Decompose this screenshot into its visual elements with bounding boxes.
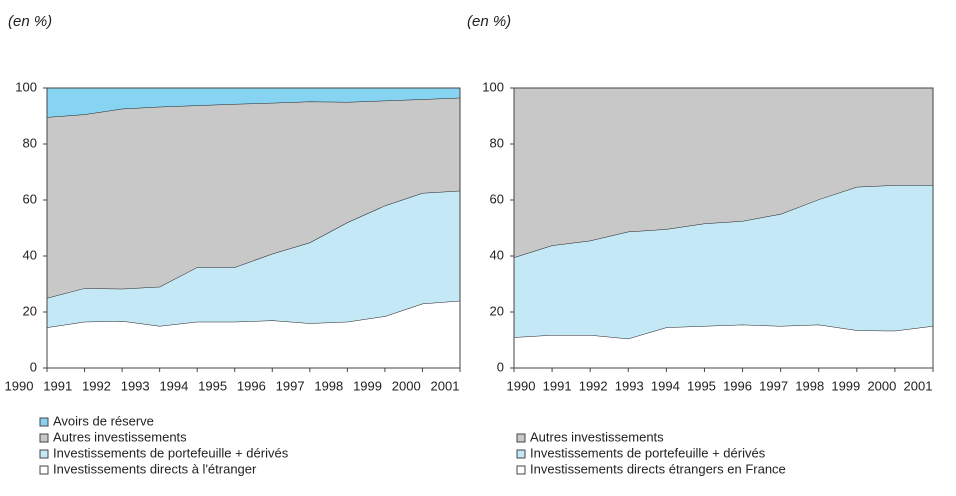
x-tick-label: 2000: [392, 378, 421, 393]
area: [47, 300, 460, 368]
legend-label: Autres investissements: [53, 429, 187, 444]
x-tick-label: 1999: [831, 378, 860, 393]
x-tick-label: 1994: [651, 378, 680, 393]
area: [47, 88, 460, 118]
legend-label: Avoirs de réserve: [53, 413, 154, 428]
area: [514, 324, 933, 368]
y-tick-label: 0: [30, 359, 37, 374]
y-tick-label: 100: [15, 79, 37, 94]
y-tick-label: 80: [23, 135, 37, 150]
y-tick-label: 60: [23, 191, 37, 206]
legend-label: Autres investissements: [530, 429, 664, 444]
legend-swatch: [516, 449, 526, 459]
plot-frame-edge: [513, 87, 934, 369]
x-tick-label: 1991: [543, 378, 572, 393]
x-tick-label: 1997: [276, 378, 305, 393]
subtitle: (en %): [467, 13, 511, 30]
area: [514, 88, 933, 258]
legend-swatch: [39, 465, 49, 475]
legend-swatch: [516, 433, 526, 443]
x-tick-label: 2001: [904, 378, 933, 393]
x-tick-label: 1996: [723, 378, 752, 393]
legend-label: Investissements directs à l'étranger: [53, 461, 257, 476]
y-tick-label: 100: [482, 79, 504, 94]
x-tick-label: 1998: [314, 378, 343, 393]
y-tick-label: 40: [490, 247, 504, 262]
subtitle: (en %): [8, 13, 52, 30]
area: [514, 185, 933, 339]
x-tick-label: 1992: [82, 378, 111, 393]
y-tick-label: 40: [23, 247, 37, 262]
legend-swatch: [39, 433, 49, 443]
x-tick-label: 1993: [615, 378, 644, 393]
x-tick-label: 1990: [507, 378, 536, 393]
x-tick-label: 1997: [759, 378, 788, 393]
x-tick-label: 1993: [121, 378, 150, 393]
x-tick-label: 1990: [5, 378, 34, 393]
x-tick-label: 2001: [431, 378, 460, 393]
x-tick-label: 1996: [237, 378, 266, 393]
plot-frame-edge: [46, 87, 461, 369]
x-tick-label: 2000: [867, 378, 896, 393]
legend-swatch: [39, 417, 49, 427]
x-tick-label: 1994: [159, 378, 188, 393]
legend-label: Investissements directs étrangers en Fra…: [530, 461, 786, 476]
area: [47, 97, 460, 298]
x-tick-label: 1999: [353, 378, 382, 393]
x-tick-label: 1995: [198, 378, 227, 393]
area: [47, 190, 460, 328]
y-tick-label: 0: [497, 359, 504, 374]
y-tick-label: 80: [490, 135, 504, 150]
legend-label: Investissements de portefeuille + dérivé…: [530, 445, 766, 460]
y-tick-label: 20: [23, 303, 37, 318]
y-tick-label: 60: [490, 191, 504, 206]
x-tick-label: 1992: [579, 378, 608, 393]
x-tick-label: 1991: [43, 378, 72, 393]
legend-swatch: [516, 465, 526, 475]
y-tick-label: 20: [490, 303, 504, 318]
x-tick-label: 1998: [795, 378, 824, 393]
legend-label: Investissements de portefeuille + dérivé…: [53, 445, 289, 460]
x-tick-label: 1995: [687, 378, 716, 393]
legend-swatch: [39, 449, 49, 459]
